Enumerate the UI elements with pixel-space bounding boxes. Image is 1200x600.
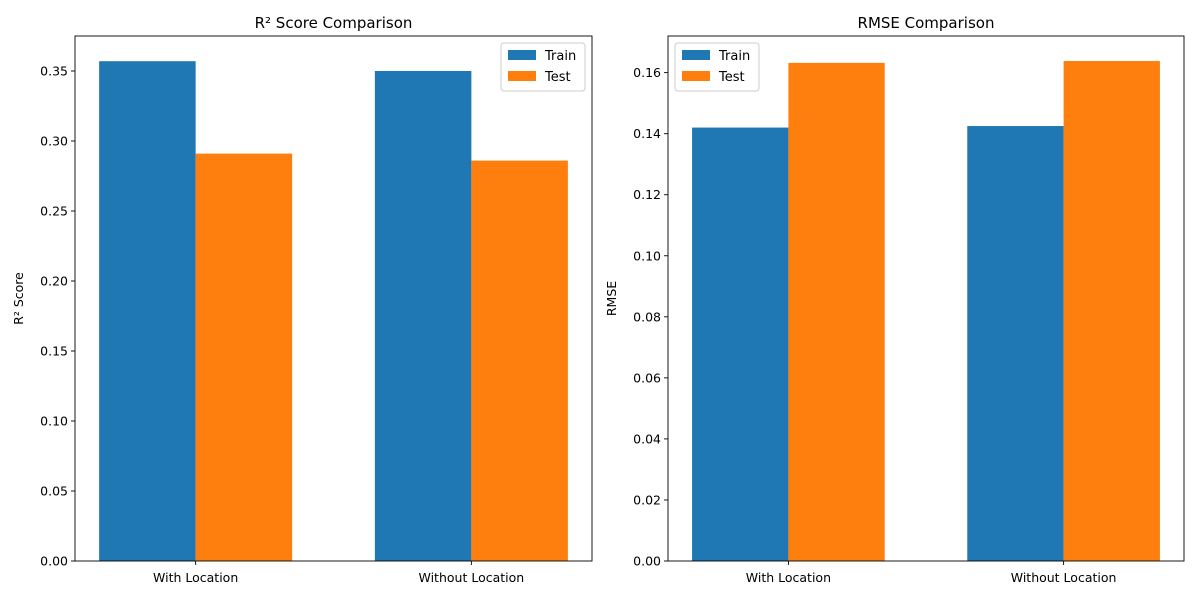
y-tick-label: 0.00: [633, 554, 661, 569]
bar-test-1: [788, 62, 885, 562]
y-tick-label: 0.08: [633, 309, 661, 324]
axes-frame: [74, 35, 593, 562]
y-tick-label: 0.10: [633, 248, 661, 263]
legend-swatch-train: [508, 50, 536, 60]
x-tick-label: Without Location: [1011, 570, 1117, 585]
y-tick-label: 0.30: [40, 134, 68, 149]
bar-test-2: [1063, 61, 1160, 561]
y-tick-label: 0.35: [40, 64, 68, 79]
y-tick-label: 0.10: [40, 414, 68, 429]
bar-train-1: [692, 127, 789, 561]
legend: Train Test: [674, 42, 760, 92]
y-tick-label: 0.20: [40, 274, 68, 289]
y-tick-label: 0.04: [633, 431, 661, 446]
x-tick-label: With Location: [153, 570, 238, 585]
chart-title: R² Score Comparison: [255, 14, 413, 32]
y-tick-label: 0.14: [633, 126, 661, 141]
legend-swatch-train: [682, 50, 710, 60]
chart-panel-1: 0.00 0.05 0.10 0.15 0.20 0.25 0.30 0.35 With Loc…: [11, 14, 593, 585]
y-tick-label: 0.02: [633, 492, 661, 507]
legend-label-train: Train: [544, 49, 576, 64]
y-tick-label: 0.05: [40, 484, 68, 499]
y-tick-label: 0.16: [633, 65, 661, 80]
legend-swatch-test: [682, 71, 710, 81]
legend-label-test: Test: [544, 70, 571, 85]
bar-train-1: [99, 61, 196, 561]
legend: Train Test: [500, 42, 586, 92]
axes-frame: [667, 35, 1185, 562]
y-tick-label: 0.00: [40, 554, 68, 569]
bar-test-1: [195, 153, 293, 561]
chart-panel-2: 0.00 0.02 0.04 0.06 0.08 0.10 0.12 0.14 0.16 With…: [604, 14, 1185, 585]
legend-label-train: Train: [718, 49, 750, 64]
x-tick-label: Without Location: [419, 570, 525, 585]
legend-label-test: Test: [718, 70, 745, 85]
y-tick-label: 0.12: [633, 187, 661, 202]
y-tick-label: 0.25: [40, 204, 68, 219]
y-tick-label: 0.15: [40, 344, 68, 359]
legend-swatch-test: [508, 71, 536, 81]
bar-train-2: [374, 71, 472, 561]
bar-test-2: [471, 160, 568, 561]
x-tick-label: With Location: [746, 570, 831, 585]
chart-title: RMSE Comparison: [858, 14, 995, 32]
y-tick-label: 0.06: [633, 370, 661, 385]
y-axis-label: RMSE: [604, 281, 619, 316]
y-axis-label: R² Score: [11, 272, 26, 325]
bar-train-2: [967, 126, 1064, 561]
